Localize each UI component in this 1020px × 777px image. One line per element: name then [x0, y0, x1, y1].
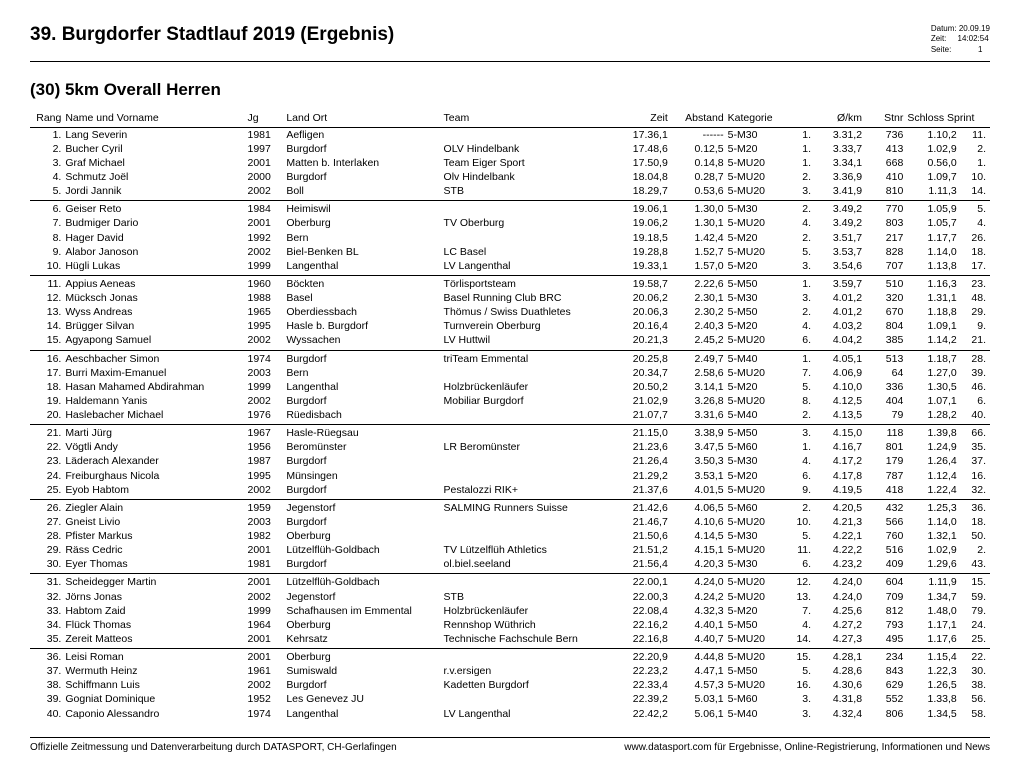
table-row: 6.Geiser Reto1984Heimiswil19.06,11.30,05… — [30, 201, 990, 217]
table-row: 3.Graf Michael2001Matten b. InterlakenTe… — [30, 156, 990, 170]
table-row: 5.Jordi Jannik2002BollSTB18.29,70.53,65-… — [30, 185, 990, 201]
table-row: 29.Räss Cedric2001Lützelflüh-GoldbachTV … — [30, 544, 990, 558]
page-meta: Datum: 20.09.19 Zeit: 14:02:54 Seite: 1 — [931, 24, 990, 55]
table-row: 19.Haldemann Yanis2002BurgdorfMobiliar B… — [30, 394, 990, 408]
table-row: 14.Brügger Silvan1995Hasle b. BurgdorfTu… — [30, 320, 990, 334]
col-header: Kategorie — [728, 110, 789, 128]
table-row: 37.Wermuth Heinz1961Sumiswaldr.v.ersigen… — [30, 665, 990, 679]
table-row: 25.Eyob Habtom2002BurgdorfPestalozzi RIK… — [30, 483, 990, 499]
table-row: 31.Scheidegger Martin2001Lützelflüh-Gold… — [30, 574, 990, 590]
col-header: Team — [444, 110, 614, 128]
table-row: 17.Burri Maxim-Emanuel2003Bern20.34,72.5… — [30, 366, 990, 380]
table-row: 21.Marti Jürg1967Hasle-Rüegsau21.15,03.3… — [30, 425, 990, 441]
table-row: 7.Budmiger Dario2001OberburgTV Oberburg1… — [30, 217, 990, 231]
table-row: 18.Hasan Mahamed Abdirahman1999Langentha… — [30, 380, 990, 394]
col-header — [788, 110, 815, 128]
table-row: 8.Hager David1992Bern19.18,51.42,45-M202… — [30, 231, 990, 245]
table-row: 12.Mücksch Jonas1988BaselBasel Running C… — [30, 292, 990, 306]
col-header: Stnr — [866, 110, 907, 128]
col-header: Name und Vorname — [65, 110, 247, 128]
col-header: Schloss Sprint — [907, 110, 990, 128]
table-row: 1.Lang Severin1981Aefligen17.36,1------5… — [30, 128, 990, 143]
table-row: 16.Aeschbacher Simon1974BurgdorftriTeam … — [30, 350, 990, 366]
table-row: 35.Zereit Matteos2001KehrsatzTechnische … — [30, 632, 990, 648]
table-row: 32.Jörns Jonas2002JegenstorfSTB22.00,34.… — [30, 590, 990, 604]
table-row: 10.Hügli Lukas1999LangenthalLV Langentha… — [30, 259, 990, 275]
table-row: 11.Appius Aeneas1960BöcktenTörlisportste… — [30, 275, 990, 291]
table-row: 26.Ziegler Alain1959JegenstorfSALMING Ru… — [30, 499, 990, 515]
table-row: 34.Flück Thomas1964OberburgRennshop Wüth… — [30, 618, 990, 632]
page-title: 39. Burgdorfer Stadtlauf 2019 (Ergebnis) — [30, 24, 394, 46]
col-header: Land Ort — [286, 110, 443, 128]
table-row: 33.Habtom Zaid1999Schafhausen im Emmenta… — [30, 604, 990, 618]
footer-left: Offizielle Zeitmessung und Datenverarbei… — [30, 742, 397, 753]
table-row: 38.Schiffmann Luis2002BurgdorfKadetten B… — [30, 679, 990, 693]
results-table: RangName und VornameJgLand OrtTeamZeitAb… — [30, 110, 990, 723]
table-row: 30.Eyer Thomas1981Burgdorfol.biel.seelan… — [30, 558, 990, 574]
table-row: 40.Caponio Alessandro1974LangenthalLV La… — [30, 707, 990, 723]
table-row: 2.Bucher Cyril1997BurgdorfOLV Hindelbank… — [30, 142, 990, 156]
subtitle: (30) 5km Overall Herren — [30, 80, 990, 100]
table-row: 24.Freiburghaus Nicola1995Münsingen21.29… — [30, 469, 990, 483]
col-header: Jg — [247, 110, 286, 128]
table-row: 39.Gogniat Dominique1952Les Genevez JU22… — [30, 693, 990, 707]
col-header: Abstand — [672, 110, 728, 128]
table-row: 9.Alabor Janoson2002Biel-Benken BLLC Bas… — [30, 245, 990, 259]
footer-right: www.datasport.com für Ergebnisse, Online… — [624, 742, 990, 753]
col-header: Ø/km — [815, 110, 866, 128]
table-row: 4.Schmutz Joël2000BurgdorfOlv Hindelbank… — [30, 171, 990, 185]
table-row: 13.Wyss Andreas1965OberdiessbachThömus /… — [30, 306, 990, 320]
table-row: 27.Gneist Livio2003Burgdorf21.46,74.10,6… — [30, 515, 990, 529]
col-header: Zeit — [614, 110, 672, 128]
table-row: 15.Agyapong Samuel2002WyssachenLV Huttwi… — [30, 334, 990, 350]
table-row: 22.Vögtli Andy1956BeromünsterLR Beromüns… — [30, 441, 990, 455]
table-row: 23.Läderach Alexander1987Burgdorf21.26,4… — [30, 455, 990, 469]
table-row: 36.Leisi Roman2001Oberburg22.20,94.44,85… — [30, 649, 990, 665]
col-header: Rang — [30, 110, 65, 128]
table-row: 20.Haslebacher Michael1976Rüedisbach21.0… — [30, 409, 990, 425]
table-row: 28.Pfister Markus1982Oberburg21.50,64.14… — [30, 530, 990, 544]
